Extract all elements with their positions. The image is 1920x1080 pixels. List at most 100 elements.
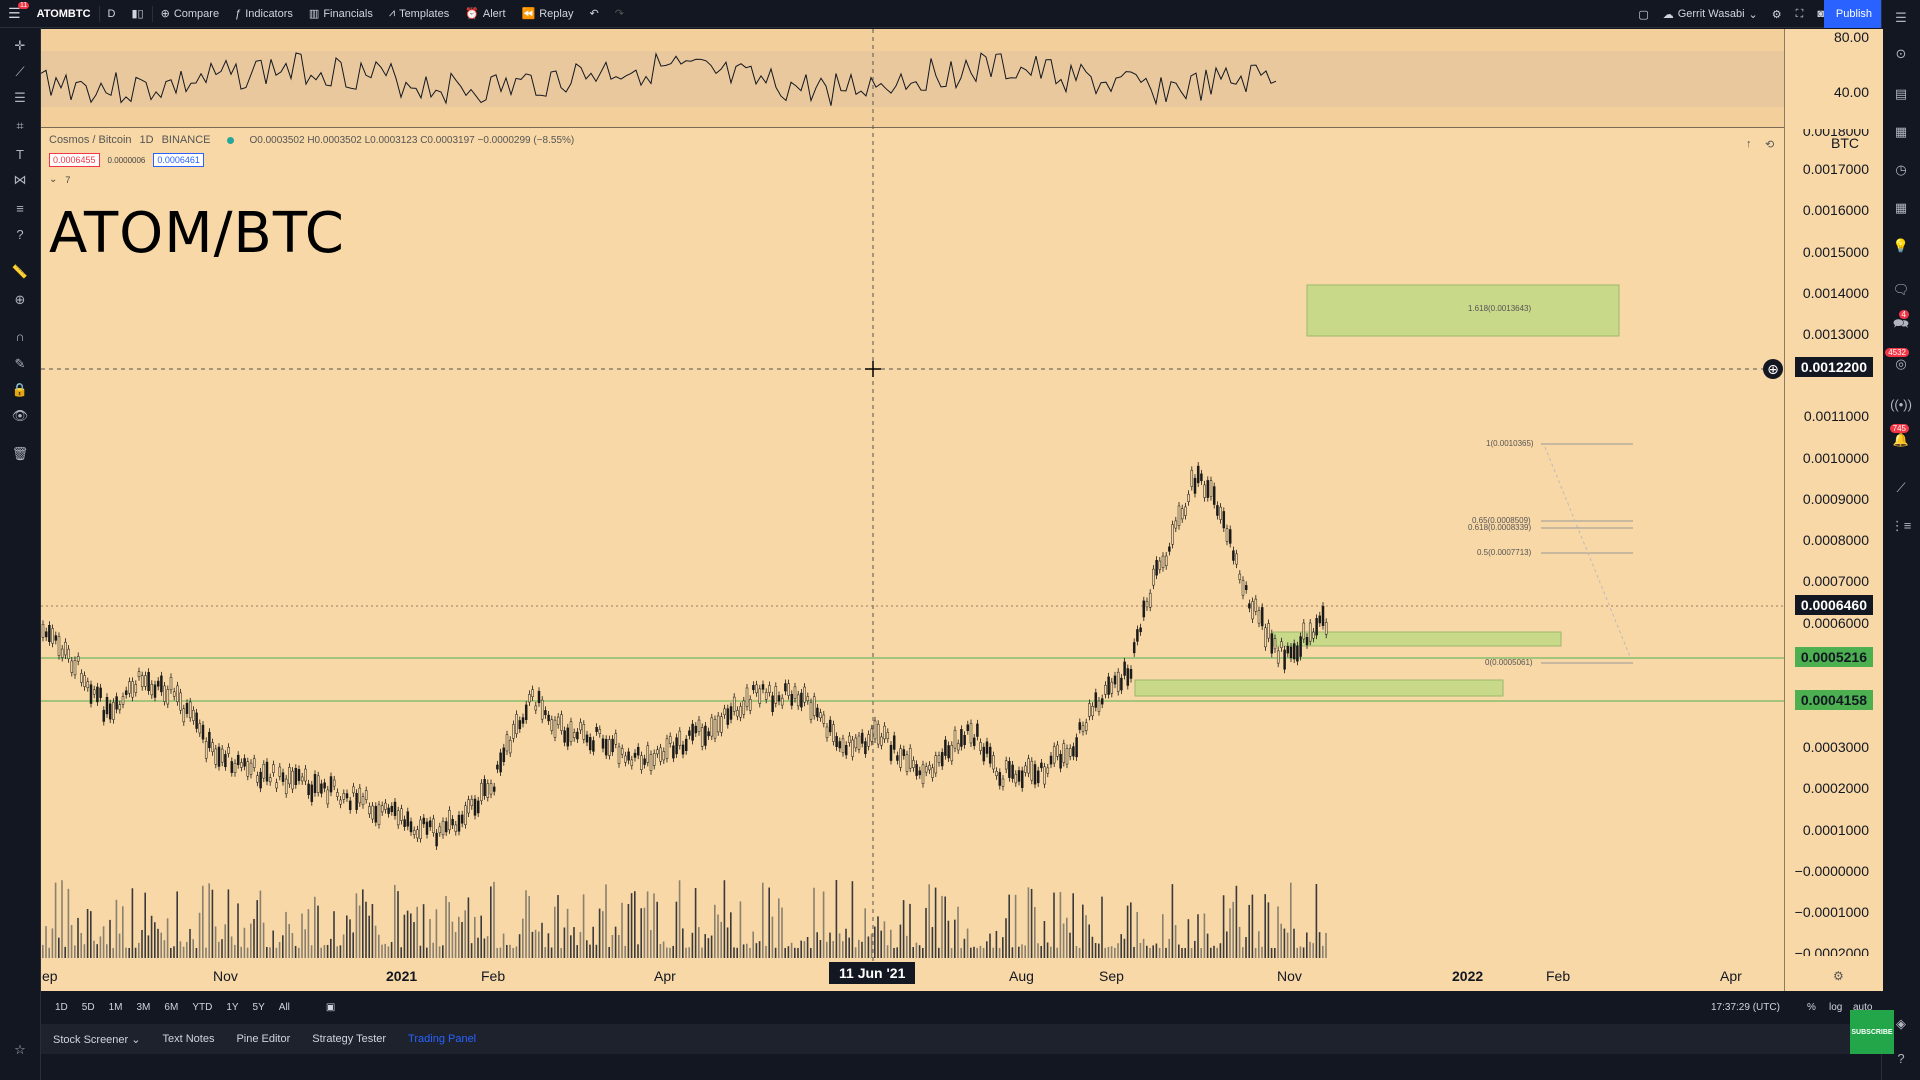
user-menu[interactable]: ☁ Gerrit Wasabi ⌄ — [1663, 8, 1758, 21]
range-3m[interactable]: 3M — [136, 1001, 151, 1013]
range-all[interactable]: All — [278, 1001, 290, 1013]
horizontal-lines-icon[interactable]: ☰ — [14, 90, 26, 105]
volume-bar — [150, 915, 153, 958]
volume-bar — [102, 926, 105, 958]
menu-button[interactable]: ☰ 11 — [0, 0, 30, 28]
auto-toggle[interactable]: auto — [1853, 1001, 1873, 1013]
templates-button[interactable]: ⩘ Templates — [381, 0, 457, 28]
replay-button[interactable]: ⏪ Replay — [514, 0, 582, 28]
indicators-button[interactable]: ƒ Indicators — [227, 0, 301, 28]
ruler-icon[interactable]: 📏 — [11, 264, 29, 279]
data-window-icon[interactable]: ▤ — [1894, 86, 1908, 101]
clock-icon[interactable]: ◷ — [1895, 162, 1907, 177]
interval-button[interactable]: D — [107, 7, 116, 20]
eye-icon[interactable]: 👁 — [11, 408, 29, 423]
help-icon[interactable]: ? — [1897, 1050, 1905, 1066]
financials-icon: ▥ — [308, 8, 320, 20]
volume-bar — [1219, 943, 1222, 958]
volume-bar — [646, 891, 649, 958]
watchlist-icon[interactable]: ⊙ — [1895, 46, 1907, 61]
range-6m[interactable]: 6M — [164, 1001, 179, 1013]
xabcd-pattern-icon[interactable]: ⋈ — [13, 172, 27, 187]
volume-bar — [618, 934, 620, 958]
alert-button[interactable]: ⏰ Alert — [457, 0, 513, 28]
chart-type-button[interactable]: ▮▯ — [124, 0, 152, 28]
notifications-icon[interactable]: 🗪 4 — [1892, 310, 1910, 331]
log-toggle[interactable]: log — [1829, 1001, 1843, 1013]
range-1d[interactable]: 1D — [55, 1001, 68, 1013]
layers-icon[interactable]: ◈ — [1896, 1016, 1906, 1031]
alerts-icon[interactable]: 🔔 745 — [1889, 424, 1911, 450]
chat-icon[interactable]: 🗨 — [1892, 282, 1910, 297]
compare-button[interactable]: ⊕ Compare — [153, 0, 227, 28]
publish-button[interactable]: Publish — [1823, 0, 1884, 28]
oscillator-pane[interactable] — [41, 29, 1785, 128]
lock-icon[interactable]: 🔒 — [11, 382, 29, 397]
percent-toggle[interactable]: % — [1807, 1001, 1816, 1013]
zone-rect-3[interactable] — [1134, 679, 1504, 697]
volume-bar — [1242, 947, 1244, 958]
candle-body — [889, 744, 893, 761]
price-axis[interactable]: 80.00 40.00 0.0018000 BTC 0.0017000 0.00… — [1784, 29, 1883, 991]
range-1m[interactable]: 1M — [108, 1001, 123, 1013]
legend-arrow-icon[interactable]: ↑ — [1746, 138, 1752, 150]
target-zone-rect[interactable] — [1306, 284, 1620, 337]
range-5y[interactable]: 5Y — [252, 1001, 265, 1013]
menu-list-icon[interactable]: ☰ — [1895, 10, 1907, 25]
symbol-search[interactable]: ATOMBTC — [36, 7, 91, 20]
prediction-icon[interactable]: ≡ — [16, 200, 24, 216]
time-axis[interactable]: ep Nov 2021 Feb Apr 11 Jun '21 Aug Sep N… — [41, 962, 1785, 990]
tab-text-notes[interactable]: Text Notes — [162, 1033, 215, 1045]
clock-display[interactable]: 17:37:29 (UTC) — [1711, 1001, 1780, 1013]
zoom-icon[interactable]: ⊕ — [14, 292, 26, 307]
chart-pane[interactable]: 1.618(0.0013643) 1(0.0010365) 0.65(0.000… — [41, 29, 1883, 991]
range-5d[interactable]: 5D — [81, 1001, 95, 1013]
pattern-icon[interactable]: ⌗ — [16, 118, 24, 133]
volume-bar — [621, 902, 623, 958]
ideas-icon[interactable]: 💡 — [1892, 238, 1910, 253]
fullscreen-icon[interactable]: ⛶ — [1795, 7, 1804, 20]
tab-stock-screener[interactable]: Stock Screener ⌄ — [53, 1033, 140, 1046]
layout-icon[interactable]: ▢ — [1638, 8, 1649, 21]
object-tree-icon[interactable]: ⋮≡ — [1890, 518, 1912, 533]
text-icon[interactable]: T — [16, 146, 24, 162]
streams-icon[interactable]: ◎ 4532 — [1885, 348, 1911, 374]
news-icon[interactable]: ▦ — [1894, 124, 1908, 139]
volume-bar — [589, 944, 591, 958]
redo-button[interactable]: ↷ — [607, 0, 632, 28]
add-alert-plus-icon[interactable]: ⊕ — [1763, 359, 1783, 379]
volume-bar — [378, 934, 380, 958]
candle-body — [672, 745, 675, 759]
trash-icon[interactable]: 🗑 — [11, 446, 29, 461]
candle-body — [409, 821, 413, 833]
goto-date-icon[interactable]: ▣ — [325, 1001, 336, 1013]
range-1y[interactable]: 1Y — [226, 1001, 239, 1013]
range-ytd[interactable]: YTD — [192, 1001, 213, 1013]
trend-icon[interactable]: ⟋ — [1896, 480, 1906, 495]
tab-pine-editor[interactable]: Pine Editor — [236, 1033, 291, 1045]
subscribe-badge[interactable]: SUBSCRIBE — [1850, 1010, 1894, 1054]
buy-button[interactable]: 0.0006461 — [153, 153, 204, 167]
symbol-name[interactable]: Cosmos / Bitcoin — [49, 134, 132, 146]
tab-trading-panel[interactable]: Trading Panel — [408, 1033, 477, 1045]
axis-settings-icon[interactable]: ⚙ — [1833, 969, 1844, 983]
trend-line-icon[interactable]: ⟋ — [15, 64, 25, 79]
volume-bar — [1018, 946, 1020, 958]
drawing-mode-icon[interactable]: ✎ — [14, 356, 26, 371]
undo-button[interactable]: ↶ — [581, 0, 606, 28]
crosshair-icon[interactable]: ✛ — [14, 38, 26, 53]
camera-icon[interactable]: ◙ — [1817, 8, 1824, 20]
sell-button[interactable]: 0.0006455 — [49, 153, 100, 167]
broadcast-icon[interactable]: ((•)) — [1890, 396, 1912, 412]
candle-body — [592, 740, 595, 752]
legend-sync-icon[interactable]: ⟲ — [1765, 139, 1775, 151]
calendar-icon[interactable]: ▦ — [1894, 200, 1908, 215]
tab-strategy-tester[interactable]: Strategy Tester — [312, 1033, 387, 1045]
indicators-toggle[interactable]: ⌄ 7 — [49, 174, 574, 185]
financials-button[interactable]: ▥ Financials — [301, 0, 381, 28]
magnet-icon[interactable]: ∩ — [15, 328, 25, 344]
question-icon[interactable]: ? — [16, 226, 24, 242]
candle-body — [1187, 494, 1190, 502]
star-icon[interactable]: ☆ — [14, 1042, 26, 1057]
gear-icon[interactable]: ⚙ — [1771, 8, 1782, 21]
